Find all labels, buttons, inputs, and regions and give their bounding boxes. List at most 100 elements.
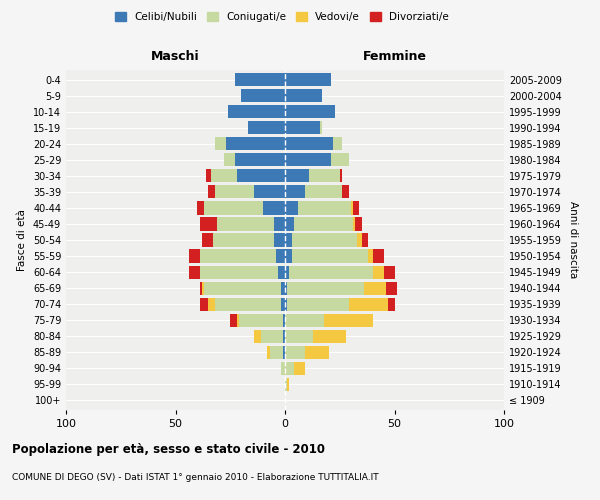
Bar [200, 266, 278, 278]
Bar [357, 234, 362, 246]
Bar [342, 186, 349, 198]
Bar [285, 186, 305, 198]
Text: Maschi: Maschi [151, 50, 200, 63]
Bar [294, 218, 353, 230]
Bar [285, 218, 294, 230]
Bar [261, 330, 283, 343]
Bar [285, 362, 294, 375]
Bar [241, 89, 285, 102]
Bar [386, 282, 397, 294]
Bar [285, 298, 287, 310]
Bar [388, 298, 395, 310]
Bar [305, 346, 329, 359]
Bar [188, 266, 200, 278]
Bar [285, 250, 292, 262]
Bar [237, 314, 239, 327]
Bar [292, 250, 368, 262]
Bar [368, 250, 373, 262]
Bar [353, 202, 359, 214]
Bar [285, 137, 333, 150]
Bar [298, 202, 350, 214]
Bar [200, 218, 217, 230]
Bar [200, 282, 202, 294]
Bar [206, 170, 211, 182]
Bar [325, 314, 373, 327]
Bar [228, 105, 285, 118]
Text: Femmine: Femmine [362, 50, 427, 63]
Bar [274, 234, 285, 246]
Bar [208, 298, 215, 310]
Bar [224, 153, 235, 166]
Bar [226, 137, 285, 150]
Bar [340, 170, 342, 182]
Text: COMUNE DI DEGO (SV) - Dati ISTAT 1° gennaio 2010 - Elaborazione TUTTITALIA.IT: COMUNE DI DEGO (SV) - Dati ISTAT 1° genn… [12, 472, 379, 482]
Bar [283, 330, 285, 343]
Bar [276, 250, 285, 262]
Bar [353, 218, 355, 230]
Bar [285, 346, 305, 359]
Bar [204, 202, 263, 214]
Bar [208, 186, 215, 198]
Bar [285, 378, 287, 391]
Bar [197, 202, 204, 214]
Bar [254, 330, 261, 343]
Bar [285, 89, 322, 102]
Bar [283, 314, 285, 327]
Bar [202, 282, 204, 294]
Bar [289, 266, 373, 278]
Bar [281, 298, 285, 310]
Bar [217, 218, 274, 230]
Bar [331, 153, 349, 166]
Bar [281, 282, 285, 294]
Bar [204, 282, 281, 294]
Bar [269, 346, 283, 359]
Bar [285, 153, 331, 166]
Bar [239, 314, 283, 327]
Bar [202, 234, 213, 246]
Bar [349, 298, 388, 310]
Text: Popolazione per età, sesso e stato civile - 2010: Popolazione per età, sesso e stato civil… [12, 442, 325, 456]
Bar [362, 234, 368, 246]
Bar [285, 73, 331, 86]
Bar [235, 153, 285, 166]
Bar [309, 170, 340, 182]
Bar [237, 170, 285, 182]
Bar [373, 250, 383, 262]
Y-axis label: Fasce di età: Fasce di età [17, 209, 27, 271]
Bar [200, 298, 208, 310]
Bar [200, 250, 276, 262]
Bar [287, 282, 364, 294]
Bar [188, 250, 200, 262]
Bar [287, 298, 349, 310]
Bar [285, 234, 292, 246]
Bar [373, 266, 383, 278]
Bar [305, 186, 342, 198]
Bar [283, 346, 285, 359]
Bar [320, 121, 322, 134]
Bar [211, 170, 237, 182]
Bar [254, 186, 285, 198]
Bar [351, 202, 353, 214]
Bar [263, 202, 285, 214]
Bar [285, 314, 325, 327]
Bar [383, 266, 395, 278]
Bar [364, 282, 386, 294]
Bar [355, 218, 362, 230]
Legend: Celibi/Nubili, Coniugati/e, Vedovi/e, Divorziati/e: Celibi/Nubili, Coniugati/e, Vedovi/e, Di… [111, 8, 453, 26]
Bar [215, 137, 226, 150]
Bar [213, 234, 274, 246]
Bar [268, 346, 269, 359]
Bar [248, 121, 285, 134]
Bar [215, 186, 254, 198]
Bar [235, 73, 285, 86]
Bar [333, 137, 342, 150]
Bar [285, 170, 309, 182]
Bar [230, 314, 237, 327]
Bar [285, 202, 298, 214]
Bar [215, 298, 281, 310]
Bar [285, 121, 320, 134]
Bar [313, 330, 346, 343]
Bar [281, 362, 285, 375]
Bar [285, 105, 335, 118]
Bar [285, 282, 287, 294]
